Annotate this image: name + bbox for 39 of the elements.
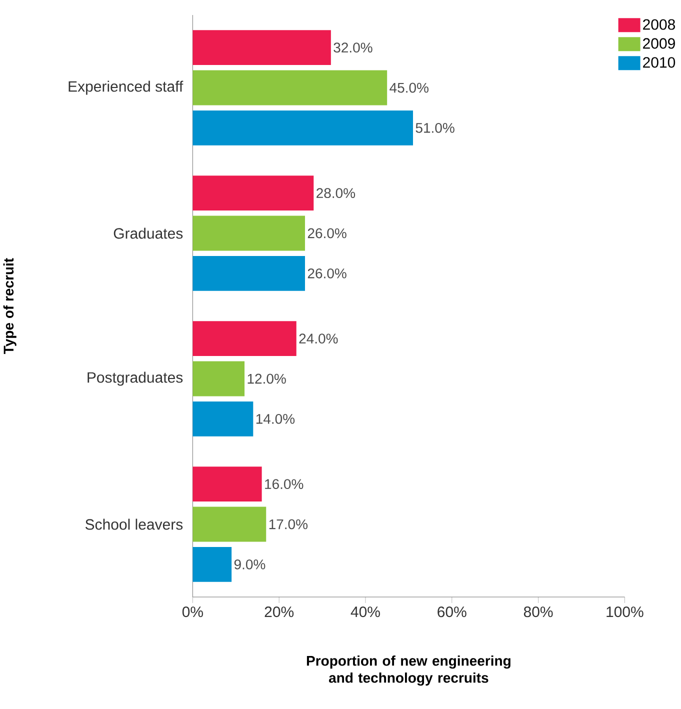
- data-label: 32.0%: [334, 42, 372, 53]
- legend-label: 2010: [643, 57, 676, 68]
- data-label: 26.0%: [308, 268, 347, 278]
- y-tick-label: School leavers: [86, 518, 183, 530]
- x-tick-label: 20%: [264, 606, 294, 618]
- bar: [192, 70, 388, 106]
- data-label: 17.0%: [270, 519, 308, 530]
- data-label: 28.0%: [316, 188, 356, 198]
- data-label: 16.0%: [265, 479, 304, 490]
- data-label: 51.0%: [416, 122, 455, 133]
- bar: [192, 176, 314, 211]
- x-tick-label: 60%: [438, 606, 467, 618]
- x-tick-label: 0%: [182, 606, 204, 618]
- data-label: 24.0%: [299, 334, 338, 344]
- data-label: 45.0%: [390, 82, 429, 93]
- data-label: 12.0%: [248, 374, 286, 384]
- x-tick-label: 100%: [606, 606, 644, 618]
- y-axis-title: Type of recruit: [3, 258, 17, 354]
- data-label: 14.0%: [256, 414, 295, 424]
- bar: [192, 401, 254, 436]
- legend-label: 2008: [643, 19, 676, 30]
- bar: [192, 466, 262, 502]
- bar: [192, 361, 245, 396]
- x-tick-label: 40%: [350, 606, 380, 618]
- y-tick-label: Experienced staff: [68, 80, 184, 95]
- bar: [192, 321, 297, 356]
- bar: [192, 216, 306, 251]
- bar: [192, 256, 306, 291]
- x-tick-label: 80%: [524, 606, 553, 618]
- data-label: 9.0%: [234, 559, 266, 570]
- data-label: 26.0%: [308, 228, 347, 238]
- bar: [192, 110, 414, 146]
- bar: [192, 506, 266, 542]
- bar: [192, 546, 232, 582]
- legend-label: 2009: [643, 38, 676, 49]
- y-tick-label: Postgraduates: [88, 372, 183, 386]
- y-tick-label: Graduates: [114, 228, 183, 239]
- x-axis-title: Proportion of new engineering and technology recruits: [307, 656, 511, 686]
- bar: [192, 30, 332, 66]
